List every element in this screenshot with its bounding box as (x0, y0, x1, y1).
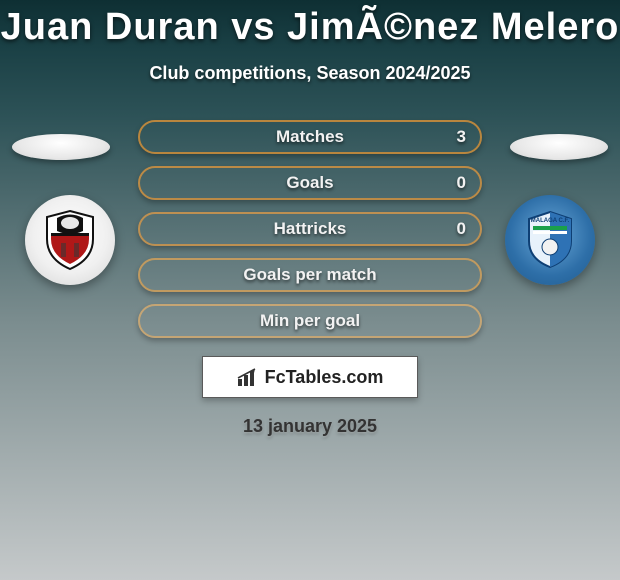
brand-box[interactable]: FcTables.com (202, 356, 418, 398)
stat-label: Matches (140, 122, 480, 152)
page-title: Juan Duran vs JimÃ©nez Melero (0, 0, 620, 49)
stat-rows: Matches 3 Goals 0 Hattricks 0 Goals per … (138, 120, 482, 338)
stat-right-value: 0 (457, 214, 466, 244)
stat-row-goals-per-match: Goals per match (138, 258, 482, 292)
bar-chart-icon (237, 367, 259, 387)
date-label: 13 january 2025 (0, 416, 620, 437)
stat-row-min-per-goal: Min per goal (138, 304, 482, 338)
stat-row-hattricks: Hattricks 0 (138, 212, 482, 246)
stat-label: Goals per match (140, 260, 480, 290)
stat-label: Hattricks (140, 214, 480, 244)
shield-icon (43, 209, 97, 271)
stat-label: Goals (140, 168, 480, 198)
shield-icon: MALAGA C.F. (523, 209, 577, 271)
stat-row-goals: Goals 0 (138, 166, 482, 200)
stat-row-matches: Matches 3 (138, 120, 482, 154)
club-badge-left (25, 195, 115, 285)
comparison-panel: MALAGA C.F. Matches 3 Goals 0 Hattricks … (0, 120, 620, 437)
stat-right-value: 0 (457, 168, 466, 198)
subtitle: Club competitions, Season 2024/2025 (0, 63, 620, 84)
stat-label: Min per goal (140, 306, 480, 336)
svg-text:MALAGA C.F.: MALAGA C.F. (531, 218, 570, 224)
brand-text: FcTables.com (265, 367, 384, 388)
club-badge-right: MALAGA C.F. (505, 195, 595, 285)
player-slot-left (12, 134, 110, 160)
player-slot-right (510, 134, 608, 160)
stat-right-value: 3 (457, 122, 466, 152)
